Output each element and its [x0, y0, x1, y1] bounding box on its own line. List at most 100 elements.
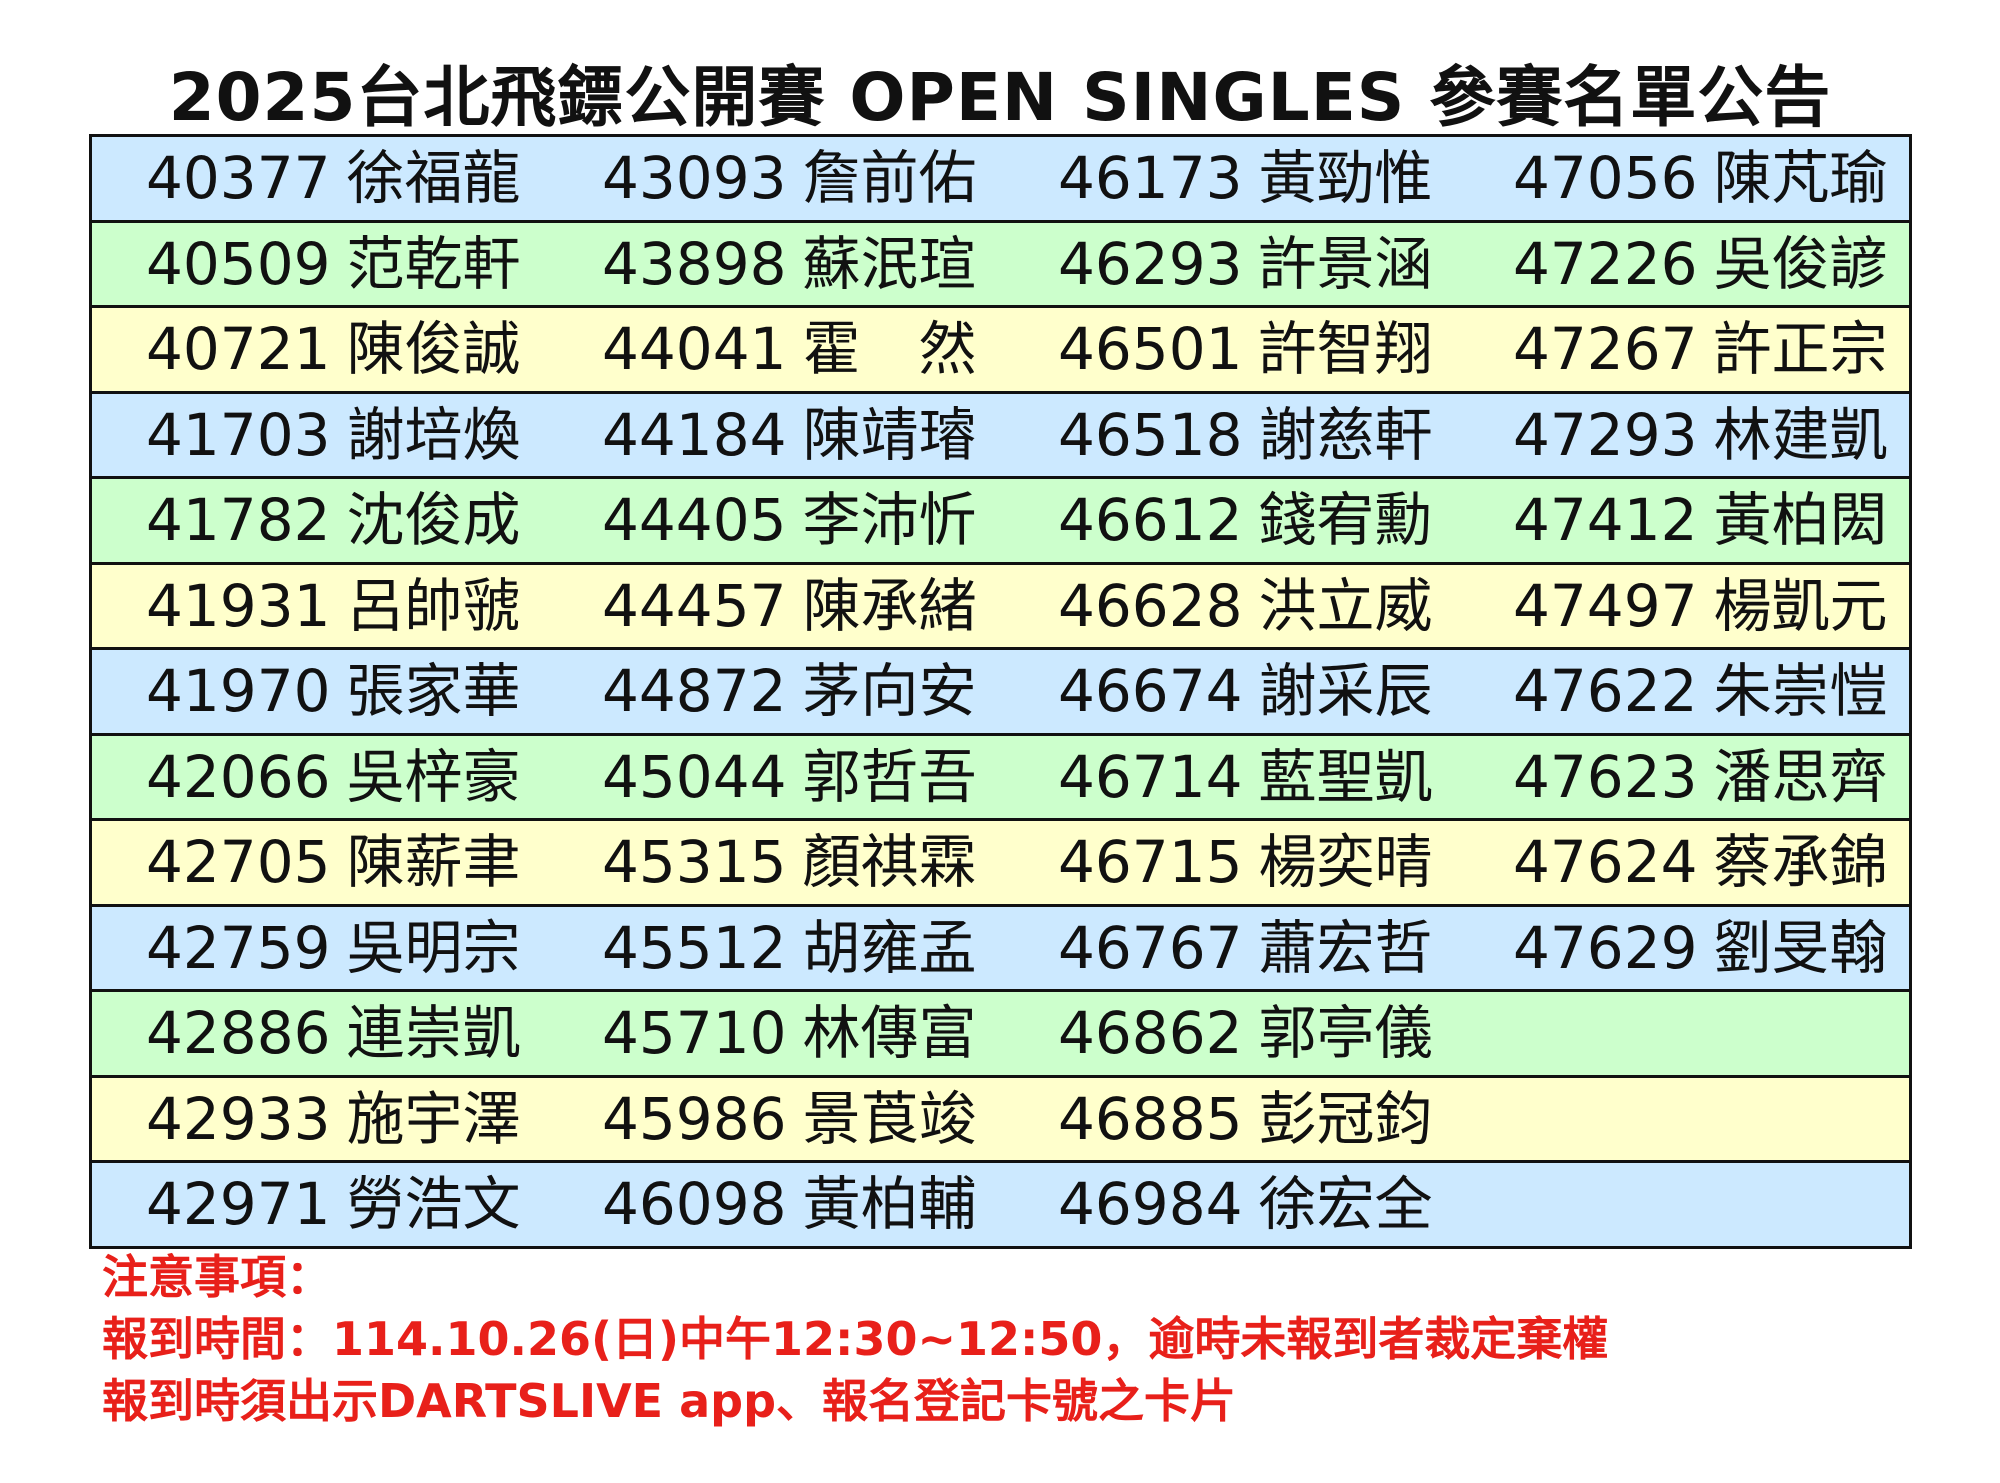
- participant-id: 46098: [602, 1170, 787, 1238]
- participant-id: 46767: [1058, 913, 1243, 982]
- participant-name: 林建凱: [1713, 400, 1888, 469]
- participant-entry: 42759 吳明宗: [146, 907, 521, 990]
- participant-entry: 47497 楊凱元: [1513, 565, 1888, 648]
- participant-entry: 42705 陳薪聿: [146, 821, 521, 904]
- notes: 注意事項： 報到時間：114.10.26(日)中午12:30~12:50，逾時未…: [102, 1246, 1608, 1432]
- participant-name: 謝慈軒: [1258, 400, 1433, 469]
- table-row: 42933 施宇澤 45986 景莨竣 46885 彭冠鈞: [92, 1074, 1909, 1161]
- table-row: 41703 謝培煥 44184 陳靖璿 46518 謝慈軒 47293 林建凱: [92, 390, 1909, 477]
- participant-entry: 47412 黃柏閎: [1513, 479, 1888, 562]
- participant-id: 47226: [1513, 229, 1698, 298]
- participant-entry: 46098 黃柏輔: [602, 1163, 977, 1246]
- participant-name: 藍聖凱: [1258, 742, 1433, 811]
- participant-entry: 47267 許正宗: [1513, 308, 1888, 391]
- participant-id: 44041: [602, 315, 787, 383]
- participant-id: 41931: [146, 571, 331, 640]
- participant-id: 46862: [1058, 999, 1243, 1067]
- participant-id: 47056: [1513, 144, 1698, 212]
- participant-id: 44872: [602, 657, 787, 725]
- participant-entry: 42066 吳梓豪: [146, 736, 521, 819]
- participant-id: 44184: [602, 400, 787, 469]
- participant-name: 潘思齊: [1713, 742, 1888, 811]
- participant-id: 44457: [602, 571, 787, 640]
- participant-name: 吳俊諺: [1713, 229, 1888, 298]
- participant-entry: 41931 呂帥虢: [146, 565, 521, 648]
- participant-entry: 41970 張家華: [146, 650, 521, 733]
- participant-name: 勞浩文: [346, 1170, 521, 1238]
- participant-entry: 46984 徐宏全: [1058, 1163, 1433, 1246]
- participant-name: 連崇凱: [346, 999, 521, 1067]
- participant-id: 47623: [1513, 742, 1698, 811]
- page-title: 2025台北飛鏢公開賽 OPEN SINGLES 參賽名單公告: [168, 59, 1832, 136]
- participant-name: 景莨竣: [802, 1084, 977, 1153]
- participant-name: 許智翔: [1258, 315, 1433, 383]
- participant-id: 45986: [602, 1084, 787, 1153]
- participant-entry: 47056 陳芃瑜: [1513, 137, 1888, 220]
- participant-id: 46173: [1058, 144, 1243, 212]
- participant-name: 沈俊成: [346, 486, 521, 554]
- participant-id: 47622: [1513, 657, 1698, 725]
- participant-entry: 47629 劉旻翰: [1513, 907, 1888, 990]
- participant-id: 46518: [1058, 400, 1243, 469]
- participant-id: 41782: [146, 486, 331, 554]
- participant-entry: 45315 顏祺霖: [602, 821, 977, 904]
- participant-entry: 42933 施宇澤: [146, 1078, 521, 1161]
- participant-id: 46984: [1058, 1170, 1243, 1238]
- participant-name: 徐福龍: [346, 144, 521, 212]
- participant-name: 蘇泯瑄: [802, 229, 977, 298]
- participant-name: 洪立威: [1258, 571, 1433, 640]
- participant-name: 顏祺霖: [802, 828, 977, 896]
- participant-id: 42066: [146, 742, 331, 811]
- participant-name: 陳薪聿: [346, 828, 521, 896]
- participant-id: 45512: [602, 913, 787, 982]
- participant-id: 42971: [146, 1170, 331, 1238]
- participant-entry: 41782 沈俊成: [146, 479, 521, 562]
- participant-entry: 47226 吳俊諺: [1513, 223, 1888, 306]
- participant-id: 42759: [146, 913, 331, 982]
- participant-entry: 47293 林建凱: [1513, 394, 1888, 477]
- participant-name: 陳承緒: [802, 571, 977, 640]
- participant-entry: 45512 胡雍孟: [602, 907, 977, 990]
- table-row: 42971 勞浩文 46098 黃柏輔 46984 徐宏全: [92, 1160, 1909, 1246]
- participant-name: 郭哲吾: [802, 742, 977, 811]
- participant-entry: 45044 郭哲吾: [602, 736, 977, 819]
- participant-id: 45315: [602, 828, 787, 896]
- participant-entry: 46612 錢宥勳: [1058, 479, 1433, 562]
- participant-id: 42933: [146, 1084, 331, 1153]
- participant-entry: 42886 連崇凱: [146, 992, 521, 1075]
- participant-id: 40509: [146, 229, 331, 298]
- participant-id: 47267: [1513, 315, 1698, 383]
- table-row: 42066 吳梓豪 45044 郭哲吾 46714 藍聖凱 47623 潘思齊: [92, 732, 1909, 819]
- participant-entry: 46714 藍聖凱: [1058, 736, 1433, 819]
- participant-name: 楊凱元: [1713, 571, 1888, 640]
- participant-entry: 46862 郭亭儀: [1058, 992, 1433, 1075]
- participant-entry: 44405 李沛忻: [602, 479, 977, 562]
- participant-name: 楊奕晴: [1258, 828, 1433, 896]
- participant-name: 霍 然: [802, 315, 977, 383]
- participant-id: 42886: [146, 999, 331, 1067]
- participant-name: 陳芃瑜: [1713, 144, 1888, 212]
- participant-entry: 45710 林傳富: [602, 992, 977, 1075]
- participant-id: 47629: [1513, 913, 1698, 982]
- participant-name: 朱崇愷: [1713, 657, 1888, 725]
- participant-entry: 42971 勞浩文: [146, 1163, 521, 1246]
- table-row: 42705 陳薪聿 45315 顏祺霖 46715 楊奕晴 47624 蔡承錦: [92, 818, 1909, 904]
- participant-id: 40377: [146, 144, 331, 212]
- participant-id: 46674: [1058, 657, 1243, 725]
- participant-id: 46714: [1058, 742, 1243, 811]
- participant-name: 李沛忻: [802, 486, 977, 554]
- participant-name: 張家華: [346, 657, 521, 725]
- participant-name: 胡雍孟: [802, 913, 977, 982]
- participant-name: 黃柏輔: [802, 1170, 977, 1238]
- table-row: 41931 呂帥虢 44457 陳承緒 46628 洪立威 47497 楊凱元: [92, 561, 1909, 648]
- participant-name: 謝采辰: [1258, 657, 1433, 725]
- participant-name: 彭冠鈞: [1258, 1084, 1433, 1153]
- notes-checkin-requirement: 報到時須出示DARTSLIVE app、報名登記卡號之卡片: [102, 1374, 1237, 1428]
- participant-name: 施宇澤: [346, 1084, 521, 1153]
- participant-name: 黃勁惟: [1258, 144, 1433, 212]
- participant-entry: 44184 陳靖璿: [602, 394, 977, 477]
- table-row: 41970 張家華 44872 茅向安 46674 謝采辰 47622 朱崇愷: [92, 647, 1909, 733]
- participant-entry: 46885 彭冠鈞: [1058, 1078, 1433, 1161]
- participant-id: 47497: [1513, 571, 1698, 640]
- participant-name: 許正宗: [1713, 315, 1888, 383]
